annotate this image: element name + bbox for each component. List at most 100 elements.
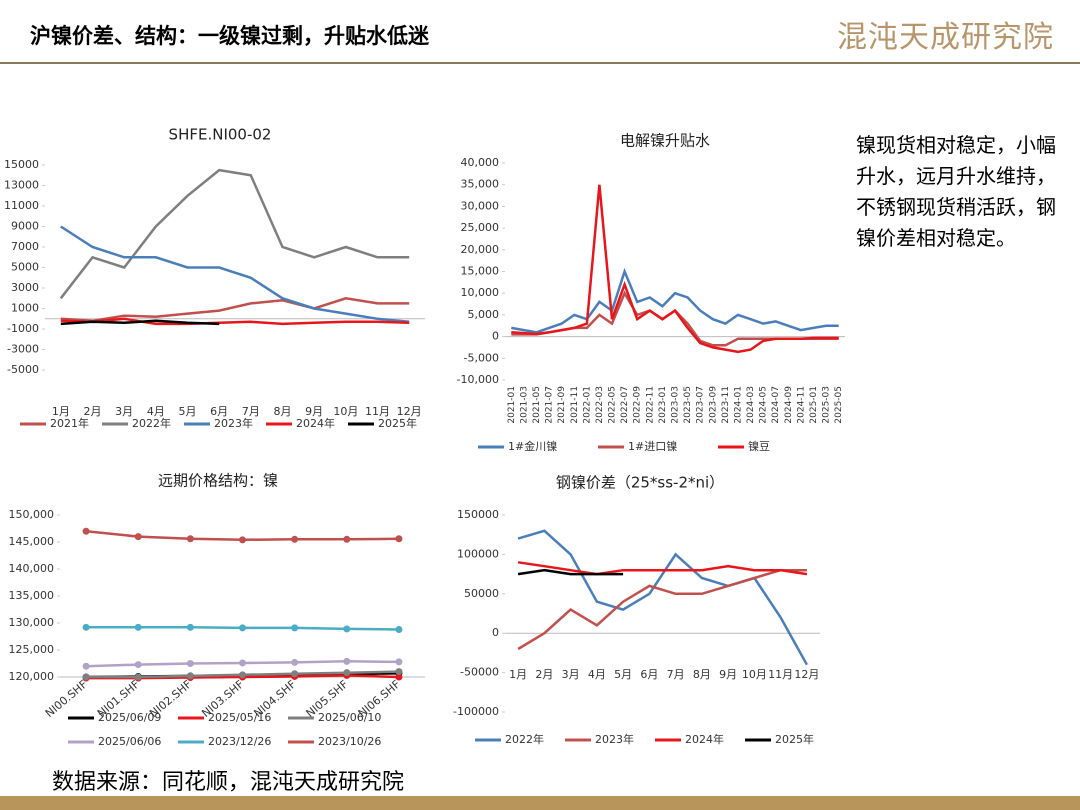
series-line <box>517 529 808 666</box>
y-tick-label: 15,000 <box>461 265 500 278</box>
legend-label: 2024年 <box>685 732 724 746</box>
point <box>395 658 403 666</box>
x-tick-label: 2025-05 <box>834 386 844 424</box>
x-tick-label: 2025-01 <box>809 386 819 424</box>
series-line <box>511 290 839 347</box>
y-tick-label: 25,000 <box>461 221 500 234</box>
x-tick-label: 7月 <box>242 405 260 418</box>
y-tick-label: 15000 <box>4 158 39 171</box>
x-tick-label: 2023-07 <box>696 386 706 424</box>
charts: SHFE.NI00-02 -5000 -3000 -1000 1000 3000 5000 7… <box>4 126 845 748</box>
y-tick-label: 30,000 <box>461 199 500 212</box>
legend-label: 2021年 <box>50 416 89 430</box>
y-tick-label: 5,000 <box>468 308 500 321</box>
series-line <box>60 297 410 323</box>
x-tick-label: 2023-03 <box>671 386 681 424</box>
x-tick-label: 4月 <box>147 405 165 418</box>
x-tick-label: 9月 <box>719 668 737 681</box>
x-tick-label: 2022-11 <box>645 386 655 424</box>
series-line <box>59 168 410 300</box>
x-tick-label: 2024-11 <box>796 386 806 424</box>
y-tick-label: 7000 <box>11 240 39 253</box>
point <box>291 658 299 666</box>
legend-label: 2023年 <box>595 732 634 746</box>
legend-label: 镍豆 <box>748 439 770 453</box>
y-tick-label: 13000 <box>4 179 39 192</box>
point <box>134 533 142 541</box>
x-tick-label: 8月 <box>693 668 711 681</box>
y-tick-label: 3000 <box>11 281 39 294</box>
header: 沪镍价差、结构：一级镍过剩，升贴水低迷 混沌天成研究院 <box>0 0 1080 64</box>
point <box>134 661 142 669</box>
x-tick-label: 2024-01 <box>733 386 743 424</box>
series-line <box>517 561 808 576</box>
x-tick-label: 2021-09 <box>557 386 567 424</box>
source: 数据来源：同花顺，混沌天成研究院 <box>52 770 405 795</box>
x-tick-label: 2025-03 <box>822 386 832 424</box>
point <box>186 623 194 631</box>
logo: 混沌天成研究院 <box>837 20 1054 55</box>
x-tick-label: 11月 <box>365 405 390 418</box>
x-tick-label: 2月 <box>84 405 102 418</box>
x-tick-label: 11月 <box>768 668 793 681</box>
x-tick-label: 1月 <box>509 668 527 681</box>
series-line <box>517 568 624 576</box>
legend-label: 2025年 <box>378 416 417 430</box>
x-tick-label: 4月 <box>588 668 606 681</box>
x-tick-label: 2023-09 <box>708 386 718 424</box>
point <box>82 527 90 535</box>
point <box>343 669 351 677</box>
point <box>239 659 246 667</box>
legend-label: 2024年 <box>296 416 335 430</box>
x-tick-label: 2024-03 <box>746 386 756 424</box>
note: 镍现货相对稳定，小幅升水，远月升水维持，不锈钢现货稍活跃，钢镍价差相对稳定。 <box>856 133 1056 250</box>
point <box>343 625 351 633</box>
x-tick-label: 2024-07 <box>771 386 781 424</box>
y-tick-label: 20,000 <box>461 243 500 256</box>
point <box>239 671 246 679</box>
y-tick-label: 10,000 <box>461 286 500 299</box>
x-tick-label: 9月 <box>305 405 323 418</box>
series-line <box>517 568 807 651</box>
point <box>343 657 351 665</box>
x-tick-label: 3月 <box>562 668 580 681</box>
x-tick-label: 2023-05 <box>683 386 693 424</box>
x-tick-label: 2022-03 <box>595 386 605 424</box>
legend-label: 2025/06/09 <box>98 711 161 724</box>
y-tick-label: -5000 <box>7 363 39 376</box>
point <box>134 673 142 681</box>
x-tick-label: 1月 <box>52 405 70 418</box>
series-line <box>60 317 410 326</box>
y-tick-label: 50000 <box>464 587 499 600</box>
chart-title: SHFE.NI00-02 <box>169 126 272 144</box>
x-tick-label: 2021-07 <box>545 386 555 424</box>
y-tick-label: -5,000 <box>464 351 499 364</box>
point <box>134 623 142 631</box>
x-tick-label: 3月 <box>115 405 133 418</box>
legend-label: 1#进口镍 <box>628 439 677 453</box>
y-tick-label: 150,000 <box>9 508 55 521</box>
page-title: 沪镍价差、结构：一级镍过剩，升贴水低迷 <box>30 24 429 48</box>
point <box>186 535 194 543</box>
point <box>186 672 194 680</box>
x-tick-label: 8月 <box>274 405 292 418</box>
y-tick-label: -3000 <box>7 343 39 356</box>
y-tick-label: 0 <box>492 626 499 639</box>
series-line <box>511 184 839 354</box>
chart-title: 远期价格结构：镍 <box>158 472 278 490</box>
y-tick-label: 125,000 <box>9 643 55 656</box>
x-tick-label: 6月 <box>640 668 658 681</box>
x-tick-label: 2021-11 <box>570 386 580 424</box>
x-tick-label: 2021-05 <box>532 386 542 424</box>
y-tick-label: 145,000 <box>9 535 55 548</box>
y-tick-label: 130,000 <box>9 616 55 629</box>
x-tick-label: 7月 <box>667 668 685 681</box>
y-tick-label: 135,000 <box>9 589 55 602</box>
x-tick-label: 2022-05 <box>608 386 618 424</box>
y-tick-label: 0 <box>492 330 499 343</box>
x-tick-label: 2月 <box>535 668 553 681</box>
y-tick-label: 1000 <box>11 302 39 315</box>
series-line <box>511 267 839 334</box>
x-tick-label: NI00.SHF <box>43 678 90 720</box>
series-line <box>60 319 220 326</box>
